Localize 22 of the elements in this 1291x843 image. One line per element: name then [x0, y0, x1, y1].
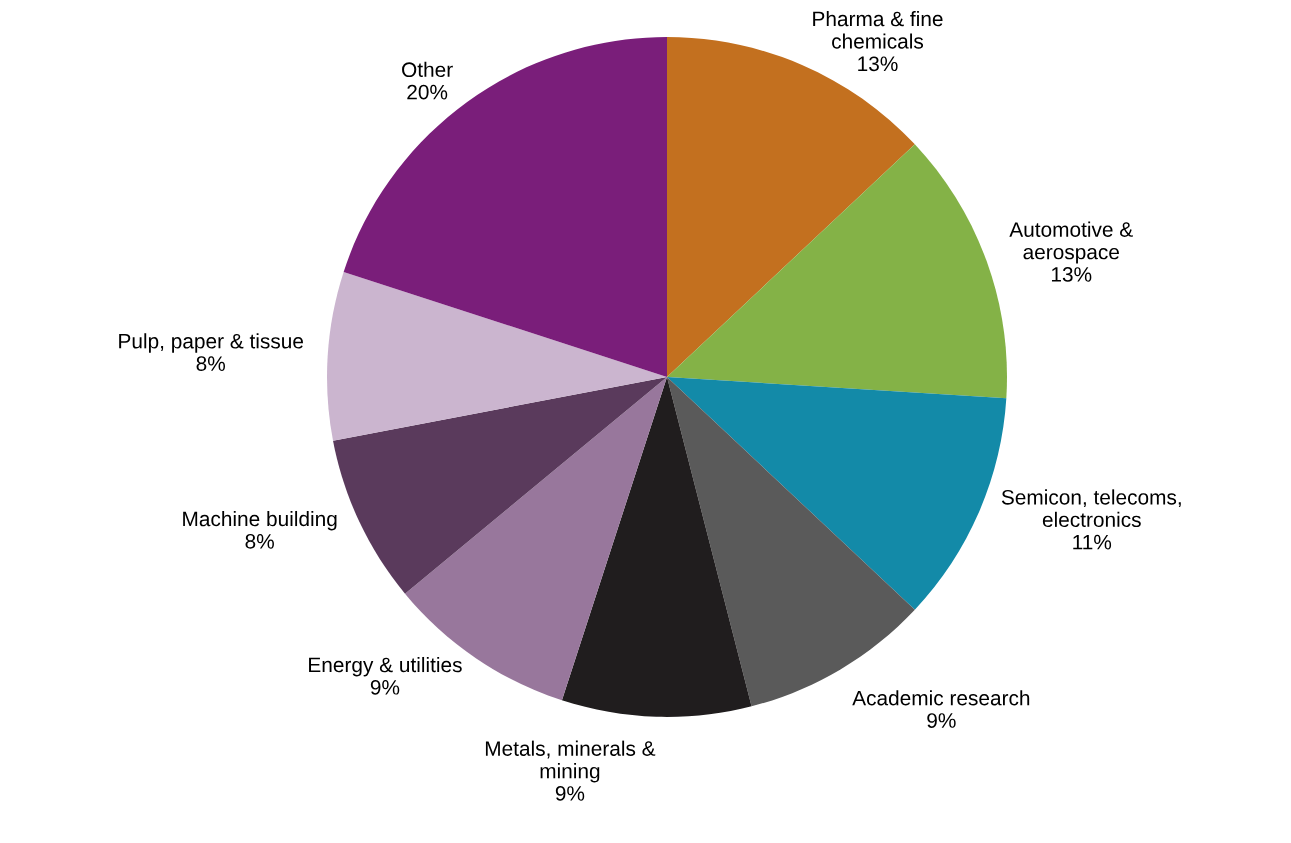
slice-label: Pharma & fine chemicals [813, 10, 943, 49]
data-label: 11% [1073, 534, 1112, 550]
slice-label: Automotive & aerospace [1009, 221, 1133, 264]
data-label: 13% [858, 56, 898, 72]
slice-label: Pulp, paper & tissue [119, 333, 303, 353]
pie-slice [327, 271, 667, 441]
data-label: 9% [370, 679, 400, 695]
slice-label: Semicon, telecoms, electronics [1001, 489, 1181, 528]
slice-label: Academic research [852, 690, 1030, 706]
slice-label: Energy & utilities [309, 656, 462, 677]
data-label: 20% [407, 84, 448, 100]
pie-slice [343, 37, 667, 377]
data-label: 9% [927, 713, 956, 728]
data-label: 9% [555, 786, 585, 801]
slice-label: Machine building [183, 510, 337, 531]
slice-label: Other [402, 61, 453, 78]
pie-slice [667, 144, 1007, 399]
data-label: 13% [1051, 267, 1092, 282]
data-label: 8% [196, 356, 226, 371]
slice-label: Metals, minerals & mining [485, 740, 656, 783]
pie-slice [561, 377, 752, 717]
data-label: 8% [245, 533, 274, 549]
